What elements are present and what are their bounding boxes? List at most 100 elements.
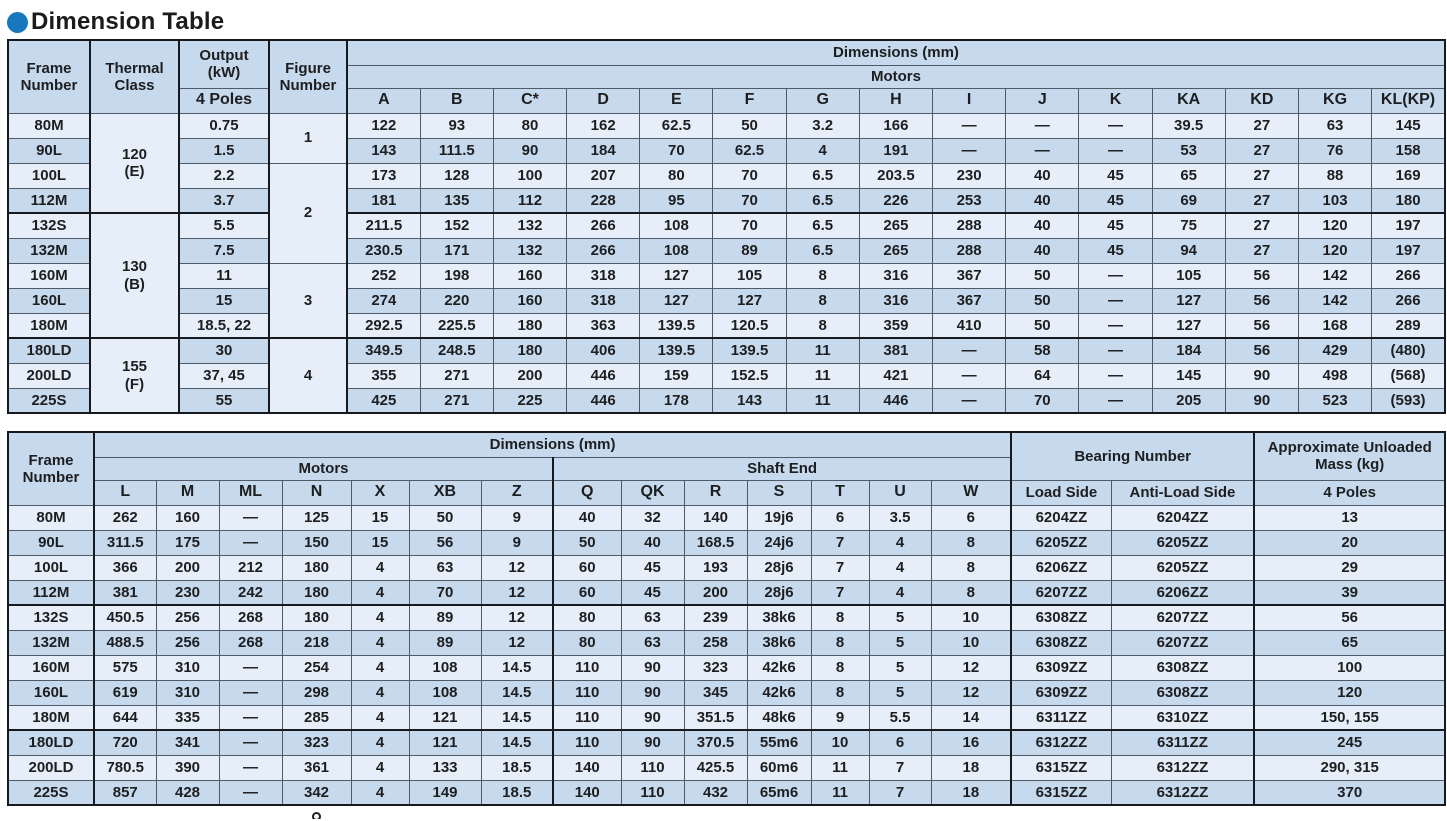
page-title: Dimension Table [31,8,225,35]
dimension-cell: 120.5 [712,312,787,339]
bearing-load-side-cell: 6311ZZ [1010,704,1112,731]
dimension-cell: 27 [1224,112,1299,139]
bearing-load-side-cell: 6312ZZ [1010,729,1112,756]
unloaded-mass-cell: 150, 155 [1253,704,1446,731]
col-header-m: M [155,479,220,506]
shaft-end-cell: 110 [620,779,685,806]
shaft-end-cell: 3.5 [868,504,932,531]
bearing-anti-load-side-cell: 6204ZZ [1110,504,1256,531]
dimension-cell: 421 [858,362,934,389]
col-header-g: G [785,87,860,114]
motor-dimension-cell: 4 [350,654,410,681]
unloaded-mass-cell: 370 [1253,779,1446,806]
frame-number-cell: 180LD [7,729,95,756]
dimension-cell: 446 [858,387,934,414]
dimension-cell: 178 [639,387,714,414]
shaft-end-cell: 45 [620,554,685,581]
col-header-k: K [1078,87,1153,114]
shaft-end-cell: 90 [620,704,685,731]
dimension-cell: 112 [492,187,568,214]
frame-number-cell: 90L [7,529,95,556]
motor-dimension-cell: 89 [408,604,482,631]
unloaded-mass-cell: 29 [1253,554,1446,581]
dimension-cell: 50 [712,112,787,139]
dimension-cell: 173 [346,162,421,189]
bullet-icon [7,11,28,33]
motor-dimension-cell: 15 [350,504,410,531]
bearing-load-side-cell: 6308ZZ [1010,604,1112,631]
shaft-end-cell: 6 [868,729,932,756]
table-row: 160L 15 274 220 160 318 127 127 8 316 367 50—127 56 1… [7,287,1446,314]
shaft-end-cell: 6 [930,504,1013,531]
dimension-cell: — [931,137,1007,164]
motor-dimension-cell: 4 [350,729,410,756]
bearing-load-side-cell: 6205ZZ [1010,529,1112,556]
dimension-cell: 94 [1151,237,1226,264]
motor-dimension-cell: 450.5 [93,604,157,631]
col-header-z: Z [480,479,554,506]
dimension-cell: 253 [931,187,1007,214]
motor-dimension-cell: 254 [281,654,352,681]
output-kw-cell: 18.5, 22 [178,312,270,339]
motor-dimension-cell: 341 [155,729,220,756]
dimension-cell: 50 [1005,262,1080,289]
shaft-end-cell: 42k6 [746,654,812,681]
col-header-kg: KG [1297,87,1373,114]
shaft-end-cell: 14 [930,704,1013,731]
dimension-cell: 65 [1151,162,1226,189]
shaft-end-cell: 60 [552,579,622,606]
unloaded-mass-cell: 20 [1253,529,1446,556]
motor-dimension-cell: 4 [350,679,410,706]
shaft-end-cell: 110 [552,729,622,756]
dimension-cell: 27 [1224,237,1299,264]
shaft-end-cell: 323 [683,654,748,681]
dimension-cell: 139.5 [639,337,714,364]
col-header-b: B [419,87,494,114]
figure-number-cell: 4 [268,337,348,414]
dimension-cell: 523 [1297,387,1373,414]
dimension-cell: 103 [1297,187,1373,214]
bearing-anti-load-side-cell: 6207ZZ [1110,629,1256,656]
motor-dimension-cell: 15 [350,529,410,556]
table-row: 112M 381 230 242 180 4 70 12 60 45 200 28j6 7 4 8 6207Z… [7,579,1446,606]
dimension-cell: 90 [1224,387,1299,414]
motor-dimension-cell: 212 [218,554,283,581]
dimension-cell: 127 [639,262,714,289]
frame-number-cell: 160L [7,287,91,314]
dimension-cell: 225.5 [419,312,494,339]
frame-number-cell: 225S [7,779,95,806]
dimension-cell: 11 [785,362,860,389]
motor-dimension-cell: 12 [480,604,554,631]
shaft-end-cell: 38k6 [746,629,812,656]
thermal-class-cell: 155 (F) [89,337,180,414]
dimension-cell: 50 [1005,312,1080,339]
frame-number-cell: 180M [7,704,95,731]
dimension-cell: 162 [566,112,641,139]
frame-number-cell: 160M [7,654,95,681]
header-unloaded-mass: Approximate Unloaded Mass (kg) [1253,431,1446,481]
motor-dimension-cell: 50 [408,504,482,531]
figure-number-cell: 2 [268,162,348,264]
dimension-cell: 6.5 [785,237,860,264]
motor-dimension-cell: 14.5 [480,679,554,706]
dimension-cell: 80 [492,112,568,139]
col-header-l: L [93,479,157,506]
frame-number-cell: 132S [7,604,95,631]
motor-dimension-cell: 70 [408,579,482,606]
output-kw-cell: 5.5 [178,212,270,239]
motor-dimension-cell: 63 [408,554,482,581]
dimension-cell: 40 [1005,237,1080,264]
frame-number-cell: 100L [7,554,95,581]
shaft-end-cell: 425.5 [683,754,748,781]
cutoff-footnote-fragment [312,812,323,819]
table-row: 200LD 37, 45 355 271 200 446 159 152.5 11 421—64—… [7,362,1446,389]
dimension-cell: 56 [1224,337,1299,364]
dimension-cell: 120 [1297,212,1373,239]
motor-dimension-cell: 366 [93,554,157,581]
motor-dimension-cell: 780.5 [93,754,157,781]
shaft-end-cell: 5.5 [868,704,932,731]
frame-number-cell: 90L [7,137,91,164]
shaft-end-cell: 8 [930,554,1013,581]
shaft-end-cell: 10 [810,729,870,756]
bearing-load-side-cell: 6315ZZ [1010,779,1112,806]
